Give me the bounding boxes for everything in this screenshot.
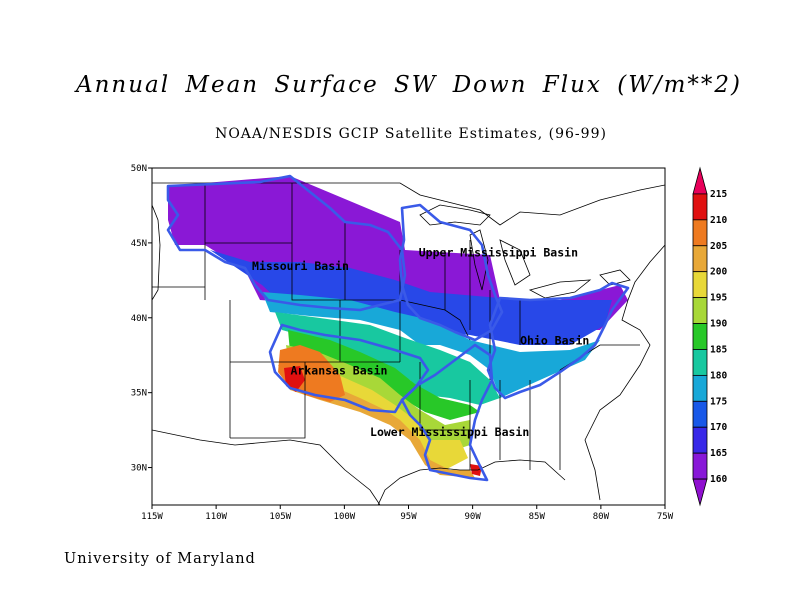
- basin-label: Ohio Basin: [520, 334, 589, 348]
- colorbar-level-label: 185: [710, 344, 727, 355]
- gulf-coast: [377, 459, 566, 505]
- state-lines: [152, 183, 640, 470]
- lower-mississippi-basin-outline: [400, 343, 494, 482]
- lon-tick-label: 75W: [657, 512, 674, 522]
- upper-mississippi-basin-outline: [398, 203, 504, 342]
- colorbar-level-label: 160: [710, 474, 727, 485]
- colorbar-level-label: 190: [710, 319, 727, 330]
- colorbar-level-label: 200: [710, 267, 727, 278]
- credit-text: University of Maryland: [64, 551, 256, 567]
- lat-tick-label: 45N: [131, 239, 147, 249]
- colorbar: 215 210 205 200 195 190 185 180 175 170 165 160: [692, 166, 727, 507]
- colorbar-swatch: [692, 400, 708, 428]
- colorbar-swatch: [692, 452, 708, 480]
- colorbar-level-label: 215: [710, 189, 727, 200]
- colorbar-swatch: [692, 245, 708, 273]
- colorbar-swatch: [692, 374, 708, 402]
- flux-region-green: [288, 330, 480, 420]
- lat-tick-label: 40N: [131, 314, 147, 324]
- colorbar-arrow-top: [692, 166, 708, 195]
- colorbar-level-label: 195: [710, 293, 727, 304]
- lon-tick-label: 110W: [205, 512, 227, 522]
- west-coast: [152, 204, 161, 301]
- colorbar-level-label: 165: [710, 448, 727, 459]
- mexico-border: [152, 429, 381, 505]
- colorbar-swatch: [692, 349, 708, 376]
- basin-label: Missouri Basin: [252, 259, 349, 273]
- colorbar-level-label: 170: [710, 422, 727, 433]
- missouri-basin-outline: [166, 174, 407, 312]
- lon-tick-label: 105W: [269, 512, 291, 522]
- flux-region-cyan: [262, 292, 600, 398]
- east-coast: [584, 244, 665, 501]
- colorbar-level-label: 180: [710, 370, 727, 381]
- lon-tick-label: 115W: [141, 512, 163, 522]
- basin-labels: Upper Mississippi Basin Missouri Basin Ohi…: [252, 245, 589, 439]
- colorbar-swatch: [692, 323, 708, 350]
- colorbar-swatch: [692, 193, 708, 221]
- basin-outlines: [166, 174, 630, 482]
- borders: [152, 182, 665, 505]
- colorbar-level-label: 210: [710, 215, 727, 226]
- basin-label: Arkansas Basin: [291, 364, 388, 378]
- basin-label: Lower Mississippi Basin: [370, 425, 529, 439]
- colorbar-level-label: 205: [710, 241, 727, 252]
- axis-ticks: 115W 110W 105W 100W 95W 90W 85W 80W 75W 50N 45N 40N…: [131, 164, 674, 522]
- map-area: Upper Mississippi Basin Missouri Basin Ohi…: [152, 174, 665, 505]
- lon-tick-label: 100W: [334, 512, 356, 522]
- lon-tick-label: 80W: [593, 512, 610, 522]
- colorbar-arrow-bottom: [692, 478, 708, 507]
- colorbar-level-label: 175: [710, 396, 727, 407]
- lat-tick-label: 35N: [131, 389, 147, 399]
- colorbar-swatch: [692, 219, 708, 247]
- basin-label: Upper Mississippi Basin: [419, 245, 578, 259]
- lon-tick-label: 90W: [464, 512, 481, 522]
- lon-tick-label: 95W: [400, 512, 417, 522]
- lat-tick-label: 30N: [131, 464, 147, 474]
- lat-tick-label: 50N: [131, 164, 147, 174]
- map-title: Annual Mean Surface SW Down Flux (W/m**2…: [75, 72, 742, 98]
- map-subtitle: NOAA/NESDIS GCIP Satellite Estimates, (9…: [215, 126, 607, 142]
- great-lakes: [419, 204, 631, 299]
- colorbar-swatch: [692, 297, 708, 324]
- canada-border: [152, 182, 665, 226]
- flux-field: [168, 176, 628, 478]
- lon-tick-label: 85W: [529, 512, 546, 522]
- ohio-basin-outline: [486, 281, 630, 400]
- flux-region-blue: [210, 250, 612, 345]
- colorbar-swatch: [692, 271, 708, 299]
- colorbar-swatch: [692, 426, 708, 454]
